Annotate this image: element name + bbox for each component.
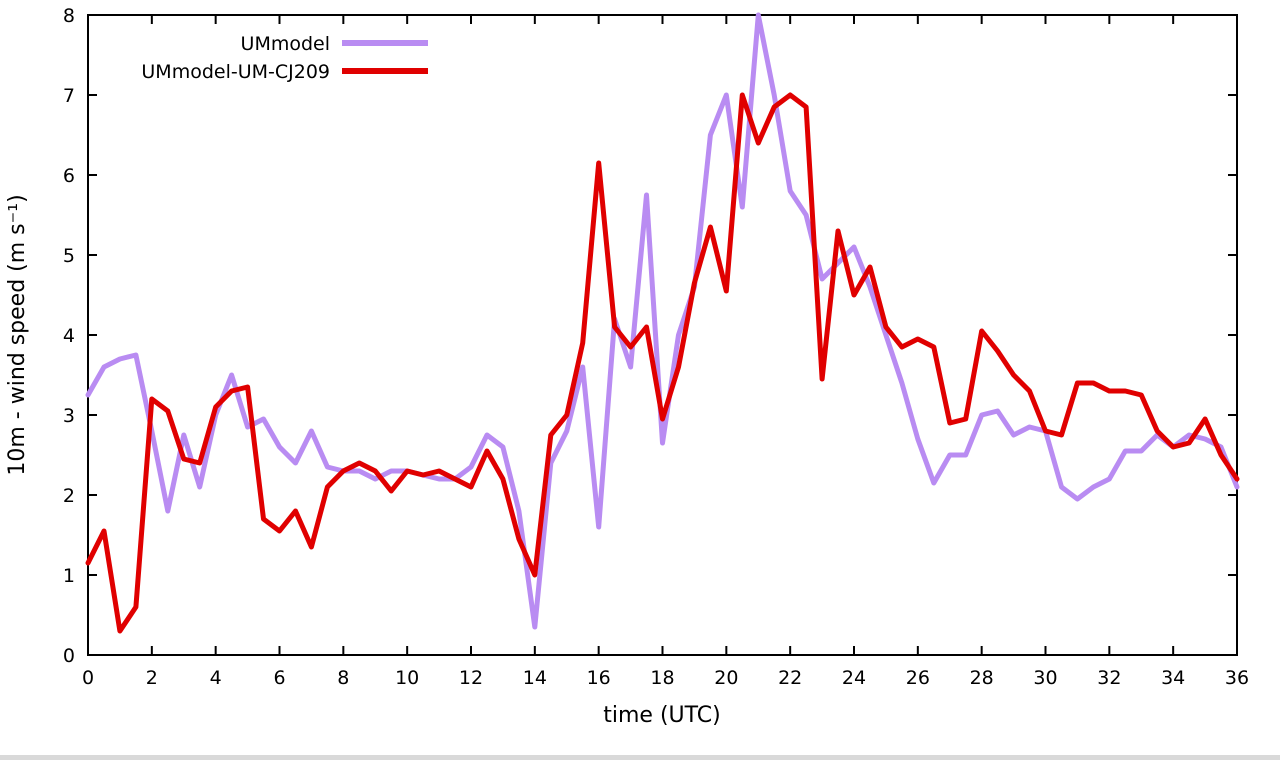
x-tick-label: 30 bbox=[1033, 667, 1057, 689]
y-tick-label: 2 bbox=[63, 485, 75, 507]
series-lines bbox=[85, 12, 1240, 634]
x-tick-label: 10 bbox=[395, 667, 419, 689]
x-tick-label: 6 bbox=[273, 667, 285, 689]
x-tick-label: 26 bbox=[906, 667, 930, 689]
axis-ticks bbox=[87, 14, 1238, 656]
x-tick-label: 12 bbox=[459, 667, 483, 689]
y-tick-label: 4 bbox=[63, 325, 75, 347]
y-tick-label: 6 bbox=[63, 165, 75, 187]
legend: UMmodel UMmodel-UM-CJ209 bbox=[141, 33, 428, 83]
y-tick-label: 8 bbox=[63, 5, 75, 27]
plot-border bbox=[87, 14, 1238, 656]
axis-tick-labels: 0 2 4 6 8 10 12 14 16 18 20 22 24 26 28 30 32 34 360123456… bbox=[63, 5, 1249, 689]
legend-label-ummodel: UMmodel bbox=[241, 33, 330, 55]
y-axis-label: 10m - wind speed (m s⁻¹) bbox=[5, 194, 30, 475]
y-tick-label: 0 bbox=[63, 645, 75, 667]
x-tick-label: 4 bbox=[210, 667, 222, 689]
x-tick-label: 32 bbox=[1097, 667, 1121, 689]
x-tick-label: 16 bbox=[587, 667, 611, 689]
x-tick-label: 18 bbox=[650, 667, 674, 689]
y-tick-label: 3 bbox=[63, 405, 75, 427]
x-tick-label: 22 bbox=[778, 667, 802, 689]
x-tick-label: 36 bbox=[1225, 667, 1249, 689]
x-tick-label: 28 bbox=[970, 667, 994, 689]
x-tick-label: 14 bbox=[523, 667, 547, 689]
x-tick-label: 24 bbox=[842, 667, 866, 689]
x-axis-label: time (UTC) bbox=[603, 703, 720, 728]
series-line-ummodel bbox=[85, 12, 1240, 630]
x-tick-label: 2 bbox=[146, 667, 158, 689]
x-tick-label: 34 bbox=[1161, 667, 1185, 689]
x-tick-label: 0 bbox=[82, 667, 94, 689]
x-tick-label: 8 bbox=[337, 667, 349, 689]
y-tick-label: 5 bbox=[63, 245, 75, 267]
y-tick-label: 7 bbox=[63, 85, 75, 107]
bottom-edge-strip bbox=[0, 755, 1280, 760]
series-line-ummodel-um-cj209 bbox=[85, 92, 1240, 634]
legend-label-ummodel-um-cj209: UMmodel-UM-CJ209 bbox=[141, 61, 330, 83]
x-tick-label: 20 bbox=[714, 667, 738, 689]
y-tick-label: 1 bbox=[63, 565, 75, 587]
